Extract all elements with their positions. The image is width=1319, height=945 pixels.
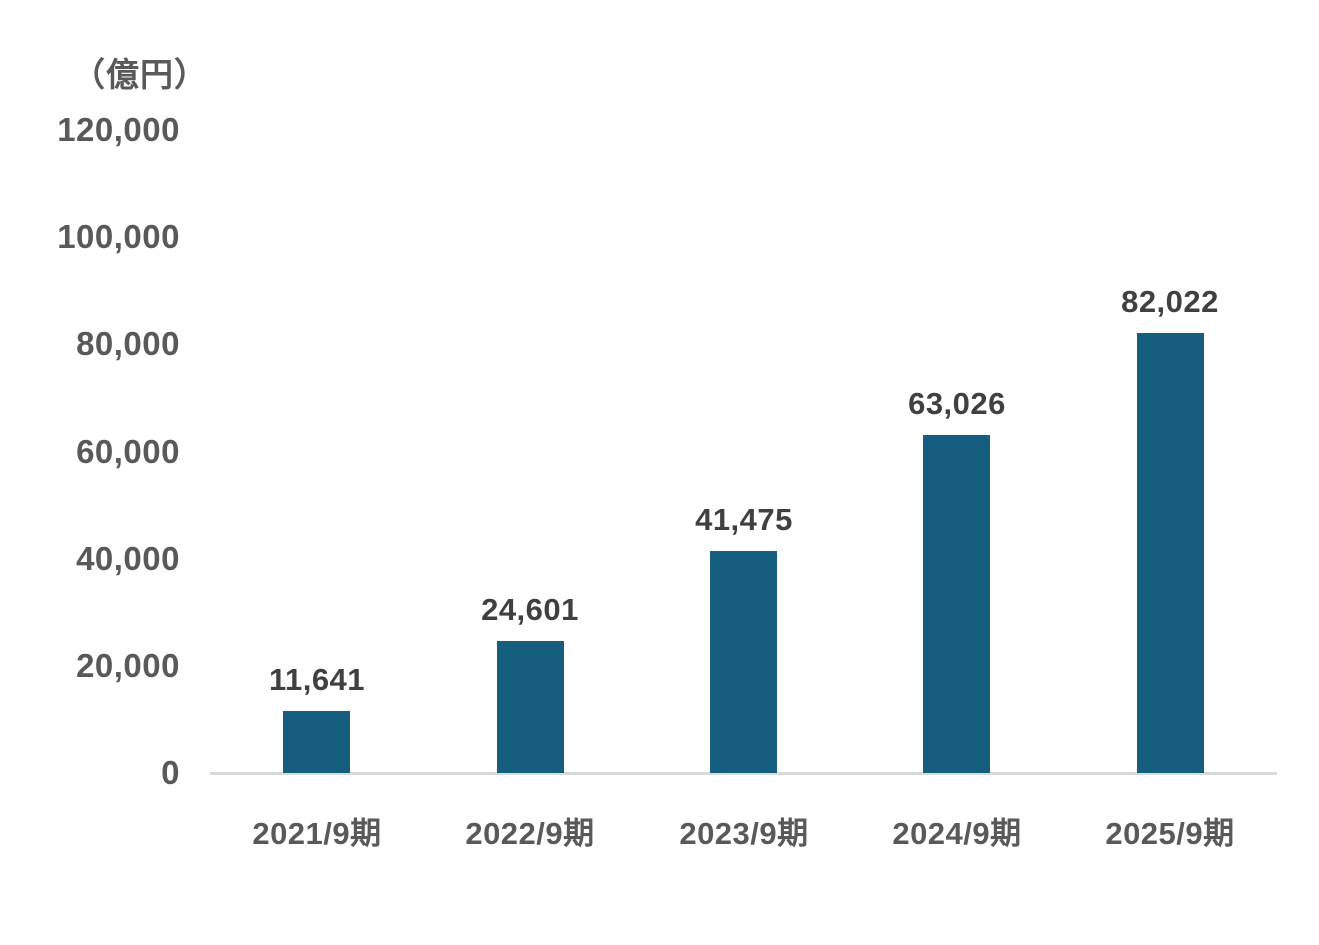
y-axis-tick-label: 0 [161,754,180,791]
x-axis-tick-label: 2023/9期 [679,816,809,851]
bar [497,641,564,773]
x-axis-tick-label: 2022/9期 [465,816,595,851]
bar-value-label: 41,475 [695,502,793,537]
bar [283,711,350,773]
bar [710,551,777,773]
y-axis-tick-label: 40,000 [76,540,180,577]
bar-value-label: 11,641 [268,662,366,697]
y-axis-tick-label: 80,000 [76,325,180,362]
y-axis-tick-label: 120,000 [57,111,180,148]
bar-value-label: 63,026 [908,386,1006,421]
bar [923,435,990,773]
bar [1137,333,1204,773]
y-axis-tick-label: 100,000 [57,218,180,255]
bar-value-label: 82,022 [1121,284,1219,319]
x-axis-line [210,772,1277,775]
y-axis-tick-label: 20,000 [76,647,180,684]
x-axis-tick-label: 2021/9期 [252,816,382,851]
x-axis-tick-label: 2024/9期 [892,816,1022,851]
bar-value-label: 24,601 [481,592,579,627]
x-axis-tick-label: 2025/9期 [1105,816,1235,851]
y-axis-tick-label: 60,000 [76,433,180,470]
y-axis-unit-label: （億円） [72,56,208,93]
